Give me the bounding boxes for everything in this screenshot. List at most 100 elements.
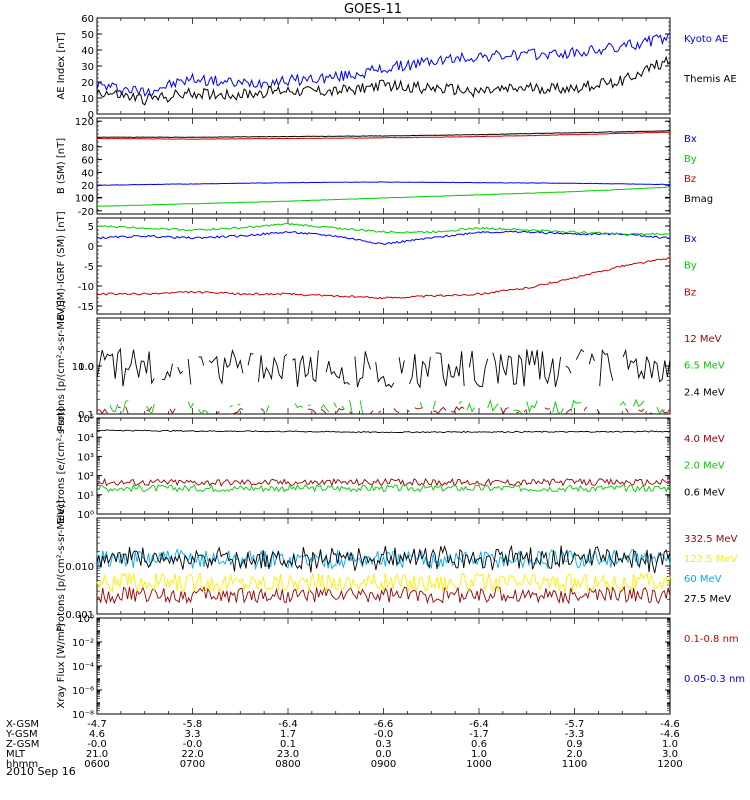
series-2-0-mev [97,483,671,493]
series-segment [435,351,465,387]
series-332-5-mev [96,585,671,605]
row-value: 23.0 [277,749,299,760]
series-segment [260,408,265,412]
y-tick-label: 10⁻⁴ [72,662,94,673]
series-segment [258,353,288,383]
row-value: 1000 [466,759,491,770]
series-segment [523,409,528,413]
series-bx [96,181,671,186]
legend-by: By [684,154,697,165]
series-segment [583,406,588,412]
y-axis-label: Protons [p/(cm²-s-sr-MeV)] [56,300,67,432]
row-value: 4.6 [89,729,105,740]
plot-title: GOES-11 [344,2,402,17]
y-tick-label: 10.0 [72,362,94,373]
series-segment [229,408,244,415]
series-segment [432,406,447,415]
row-value: 0700 [180,759,205,770]
series-segment [575,348,585,360]
series-segment [187,358,192,385]
y-axis-label: AE Index [nT] [56,32,67,99]
y-tick-label: 60 [81,14,94,25]
legend-332-5-mev: 332.5 MeV [684,534,738,545]
series-segment [432,400,437,410]
y-tick-label: 120 [75,117,94,128]
panel-7: 10⁰ 10⁻² 10⁻⁴ 10⁻⁶ 10⁻⁸ Xray Flux [W/m²] 0.1-0… [56,614,745,721]
series-segment [620,401,627,406]
series-segment [487,398,499,412]
y-tick-label: 30 [81,62,94,73]
row-value: -4.7 [87,719,107,730]
legend-bx: Bx [684,134,697,145]
series-segment [552,401,564,415]
series-4-0-mev [96,477,671,487]
panel-frame [96,617,671,715]
y-tick-label: 10⁰ [77,614,94,625]
y-tick-label: 10⁻⁸ [72,710,94,721]
y-tick-label: 10⁻⁶ [72,686,94,697]
series-bz [96,257,671,300]
series-segment [198,409,210,415]
legend-bz: Bz [684,174,696,185]
series-bmag [97,130,671,138]
row-value: 22.0 [181,749,203,760]
series-bx [96,230,671,246]
series-60-mev [96,548,671,571]
y-tick-label: -20 [78,207,94,218]
legend-12-mev: 12 MeV [684,334,722,345]
series-segment [633,398,645,408]
row-value: -0.0 [87,739,107,750]
row-label-hhmm: hhmm [6,759,38,770]
row-value: 3.0 [662,749,678,760]
series-segment [409,353,431,389]
row-value: -6.6 [374,719,394,730]
series-segment [458,400,462,405]
legend-2-0-mev: 2.0 MeV [684,461,725,472]
row-value: -5.8 [183,719,203,730]
row-value: -3.3 [565,729,585,740]
series-segment [325,360,350,385]
y-tick-label: 50 [81,30,94,41]
legend-bz: Bz [684,287,696,298]
series-segment [292,350,319,387]
series-segment [414,407,423,410]
row-value: 0900 [371,759,396,770]
row-value: 0.3 [376,739,392,750]
series-bz [96,131,671,140]
y-tick-label: -15 [78,302,94,313]
row-value: 1.0 [662,739,678,750]
row-value: -6.4 [278,719,298,730]
row-value: 21.0 [86,749,108,760]
y-tick-label: 5 [88,222,94,233]
series-segment [544,407,551,410]
row-value: 0.0 [376,749,392,760]
y-tick-label: 10⁵ [77,414,94,425]
series-segment [359,400,364,414]
series-segment [622,348,671,383]
row-value: -6.4 [469,719,489,730]
panel-3: -15 -10 -5 0 5 B (SM)-IGRF (SM) [nT] Bx By Bz [56,211,697,320]
series-segment [162,363,173,381]
series-segment [565,408,572,414]
y-tick-label: 20 [81,78,94,89]
panel-5: 10⁰ 10¹ 10² 10³ 10⁴ 10⁵ Electrons [e/(cm²-s-sr… [56,408,725,524]
series-segment [247,352,254,366]
row-value: 1.7 [280,729,296,740]
series-segment [146,403,155,415]
series-segment [588,352,595,365]
row-value: -0.0 [374,729,394,740]
legend-by: By [684,261,697,272]
series-segment [596,408,601,415]
y-axis-label: B (SM)-IGRF (SM) [nT] [56,211,67,320]
series-segment [468,350,489,388]
series-segment [307,404,311,407]
series-kyoto-ae [96,32,671,98]
y-axis-label: B (SM) [nT] [56,138,67,194]
y-tick-label: -5 [84,262,94,273]
series-2-4-mev [96,347,671,389]
panel-frame [96,217,671,315]
row-value: 1.0 [471,749,487,760]
row-value: 0.9 [567,739,583,750]
series-segment [513,409,522,414]
